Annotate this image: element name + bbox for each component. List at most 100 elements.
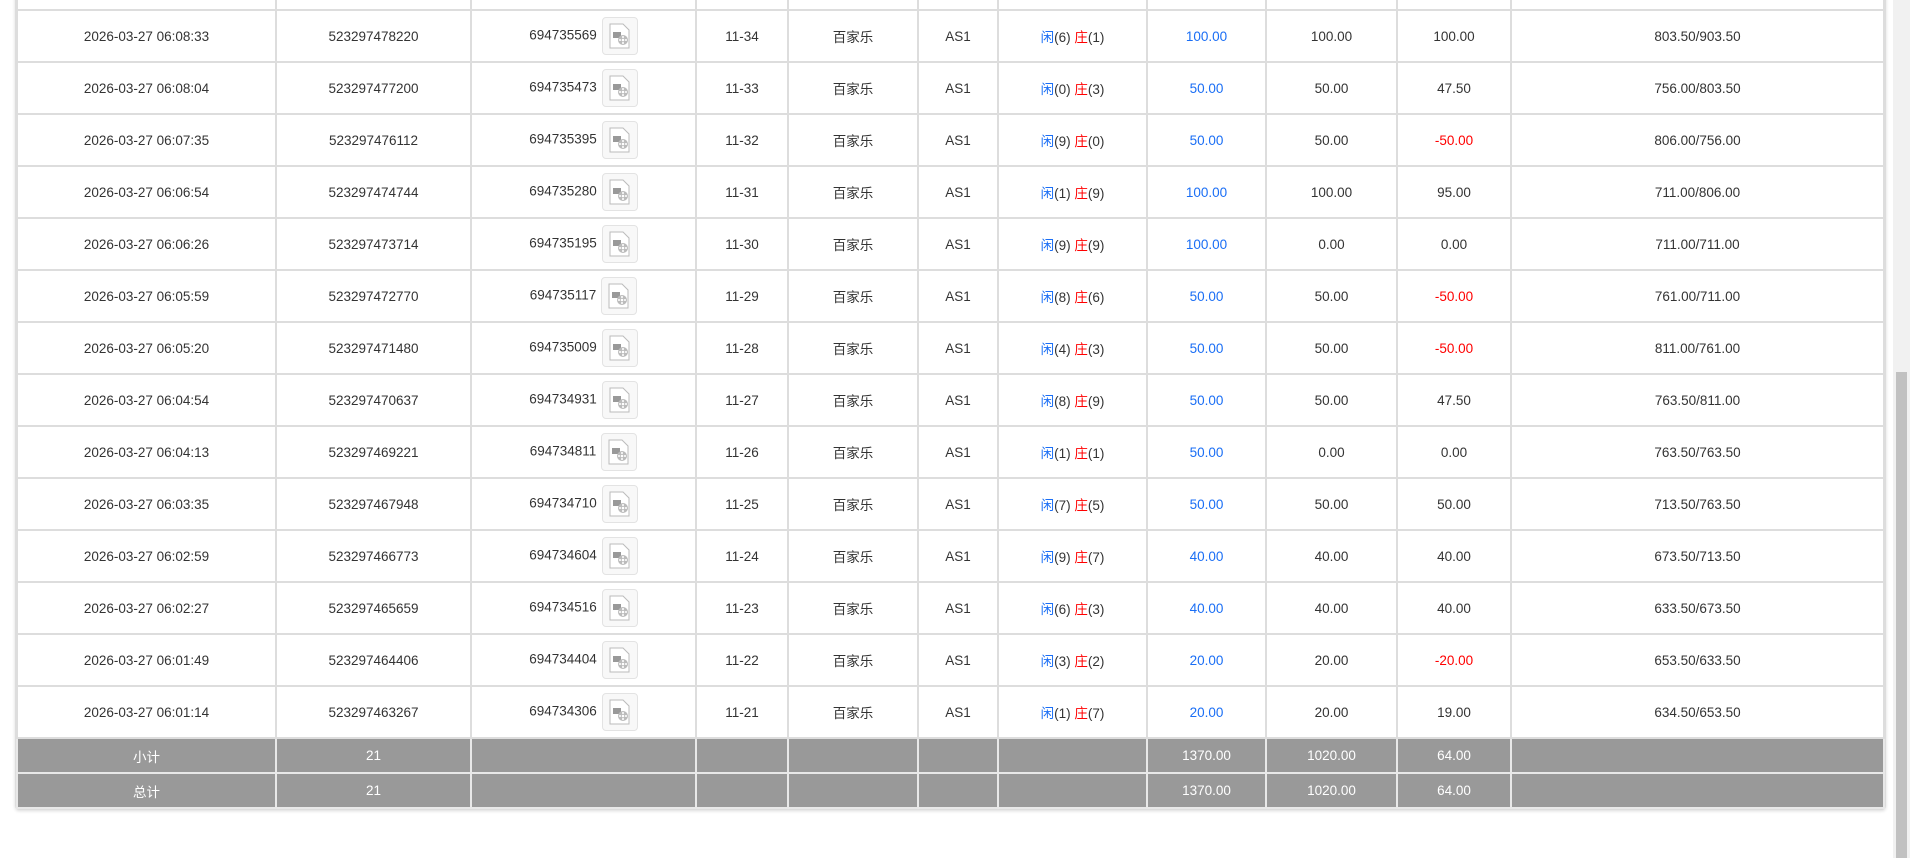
round-number: 11-21 bbox=[695, 685, 789, 739]
table-name: AS1 bbox=[917, 9, 999, 63]
table-name: AS1 bbox=[917, 269, 999, 323]
player-score: (9) bbox=[1054, 238, 1071, 253]
bet-time: 2026-03-27 06:05:59 bbox=[16, 269, 277, 323]
bet-time: 2026-03-27 06:04:13 bbox=[16, 425, 277, 479]
empty-cell bbox=[1510, 737, 1885, 774]
round-number: 11-24 bbox=[695, 529, 789, 583]
video-replay-icon[interactable] bbox=[601, 121, 638, 159]
player-score: (1) bbox=[1054, 706, 1071, 721]
valid-bet: 20.00 bbox=[1265, 685, 1398, 739]
table-row: 2026-03-27 06:01:14 523297463267 694734306… bbox=[16, 685, 1885, 739]
game-id: 694734404 bbox=[529, 651, 597, 667]
bet-amount: 20.00 bbox=[1146, 633, 1267, 687]
game-id: 694734931 bbox=[529, 391, 597, 407]
table-name: AS1 bbox=[917, 321, 999, 375]
valid-bet: 40.00 bbox=[1265, 529, 1398, 583]
video-replay-icon[interactable] bbox=[601, 329, 638, 367]
empty-cell bbox=[695, 737, 789, 774]
bet-time: 2026-03-27 06:06:26 bbox=[16, 217, 277, 271]
game-id: 694734306 bbox=[529, 703, 597, 719]
banker-label: 庄 bbox=[1074, 30, 1088, 45]
round-number: 11-22 bbox=[695, 633, 789, 687]
bet-time: 2026-03-27 06:04:54 bbox=[16, 373, 277, 427]
video-replay-icon[interactable] bbox=[601, 277, 638, 315]
round-number: 11-33 bbox=[695, 61, 789, 115]
balance-before-after: 711.00/711.00 bbox=[1510, 217, 1885, 271]
video-replay-icon[interactable] bbox=[601, 225, 638, 263]
order-number: 523297471480 bbox=[275, 321, 472, 375]
order-number: 523297469221 bbox=[275, 425, 472, 479]
game-id-cell: 694734306 bbox=[470, 685, 697, 739]
win-loss: 19.00 bbox=[1396, 685, 1512, 739]
table-name: AS1 bbox=[917, 685, 999, 739]
summary-bet: 1370.00 bbox=[1146, 737, 1267, 774]
bet-amount: 50.00 bbox=[1146, 113, 1267, 167]
banker-score: (7) bbox=[1087, 706, 1105, 721]
banker-score: (9) bbox=[1087, 238, 1105, 253]
banker-label: 庄 bbox=[1074, 394, 1088, 409]
game-id: 694735195 bbox=[529, 235, 597, 251]
video-replay-icon[interactable] bbox=[601, 173, 638, 211]
bet-amount: 50.00 bbox=[1146, 321, 1267, 375]
banker-label: 庄 bbox=[1074, 238, 1088, 253]
table-row: 2026-03-27 06:08:33 523297478220 694735569… bbox=[16, 9, 1885, 63]
table-name: AS1 bbox=[917, 581, 999, 635]
banker-score: (5) bbox=[1087, 498, 1105, 513]
empty-cell bbox=[1510, 772, 1885, 809]
video-replay-icon[interactable] bbox=[601, 641, 638, 679]
win-loss: -50.00 bbox=[1396, 321, 1512, 375]
order-number: 523297470637 bbox=[275, 373, 472, 427]
table-name: AS1 bbox=[917, 529, 999, 583]
bet-time: 2026-03-27 06:01:14 bbox=[16, 685, 277, 739]
player-score: (8) bbox=[1054, 394, 1071, 409]
video-replay-icon[interactable] bbox=[601, 537, 638, 575]
balance-before-after: 806.00/756.00 bbox=[1510, 113, 1885, 167]
order-number: 523297465659 bbox=[275, 581, 472, 635]
valid-bet bbox=[1265, 0, 1398, 11]
summary-win: 64.00 bbox=[1396, 737, 1512, 774]
table-row: 2026-03-27 06:05:59 523297472770 694735117… bbox=[16, 269, 1885, 323]
banker-label: 庄 bbox=[1074, 602, 1088, 617]
bet-amount bbox=[1146, 0, 1267, 11]
game-name: 百家乐 bbox=[787, 425, 919, 479]
video-replay-icon[interactable] bbox=[601, 433, 638, 471]
empty-cell bbox=[997, 737, 1148, 774]
bet-amount: 20.00 bbox=[1146, 685, 1267, 739]
player-score: (8) bbox=[1054, 290, 1071, 305]
banker-score: (1) bbox=[1087, 30, 1105, 45]
scrollbar-thumb[interactable] bbox=[1896, 372, 1907, 858]
valid-bet: 20.00 bbox=[1265, 633, 1398, 687]
round-number: 11-25 bbox=[695, 477, 789, 531]
empty-cell bbox=[787, 737, 919, 774]
bet-time: 2026-03-27 06:05:20 bbox=[16, 321, 277, 375]
banker-label: 庄 bbox=[1074, 446, 1088, 461]
video-replay-icon[interactable] bbox=[601, 589, 638, 627]
banker-label: 庄 bbox=[1074, 706, 1088, 721]
table-name: AS1 bbox=[917, 373, 999, 427]
video-replay-icon[interactable] bbox=[601, 69, 638, 107]
bet-time bbox=[16, 0, 277, 11]
order-number: 523297473714 bbox=[275, 217, 472, 271]
win-loss: 95.00 bbox=[1396, 165, 1512, 219]
bet-time: 2026-03-27 06:07:35 bbox=[16, 113, 277, 167]
balance-before-after: 756.00/803.50 bbox=[1510, 61, 1885, 115]
player-score: (1) bbox=[1054, 186, 1071, 201]
vertical-scrollbar[interactable] bbox=[1893, 0, 1910, 858]
video-replay-icon[interactable] bbox=[601, 485, 638, 523]
video-replay-icon[interactable] bbox=[601, 17, 638, 55]
empty-cell bbox=[917, 737, 999, 774]
video-replay-icon[interactable] bbox=[601, 381, 638, 419]
video-replay-icon[interactable] bbox=[601, 693, 638, 731]
bet-time: 2026-03-27 06:01:49 bbox=[16, 633, 277, 687]
player-score: (6) bbox=[1054, 30, 1071, 45]
empty-cell bbox=[787, 772, 919, 809]
banker-label: 庄 bbox=[1074, 498, 1088, 513]
banker-label: 庄 bbox=[1074, 290, 1088, 305]
game-id-cell: 694735280 bbox=[470, 165, 697, 219]
win-loss: 40.00 bbox=[1396, 529, 1512, 583]
balance-before-after: 811.00/761.00 bbox=[1510, 321, 1885, 375]
banker-score: (9) bbox=[1087, 186, 1105, 201]
game-id: 694735009 bbox=[529, 339, 597, 355]
banker-label: 庄 bbox=[1074, 342, 1088, 357]
round-number: 11-31 bbox=[695, 165, 789, 219]
